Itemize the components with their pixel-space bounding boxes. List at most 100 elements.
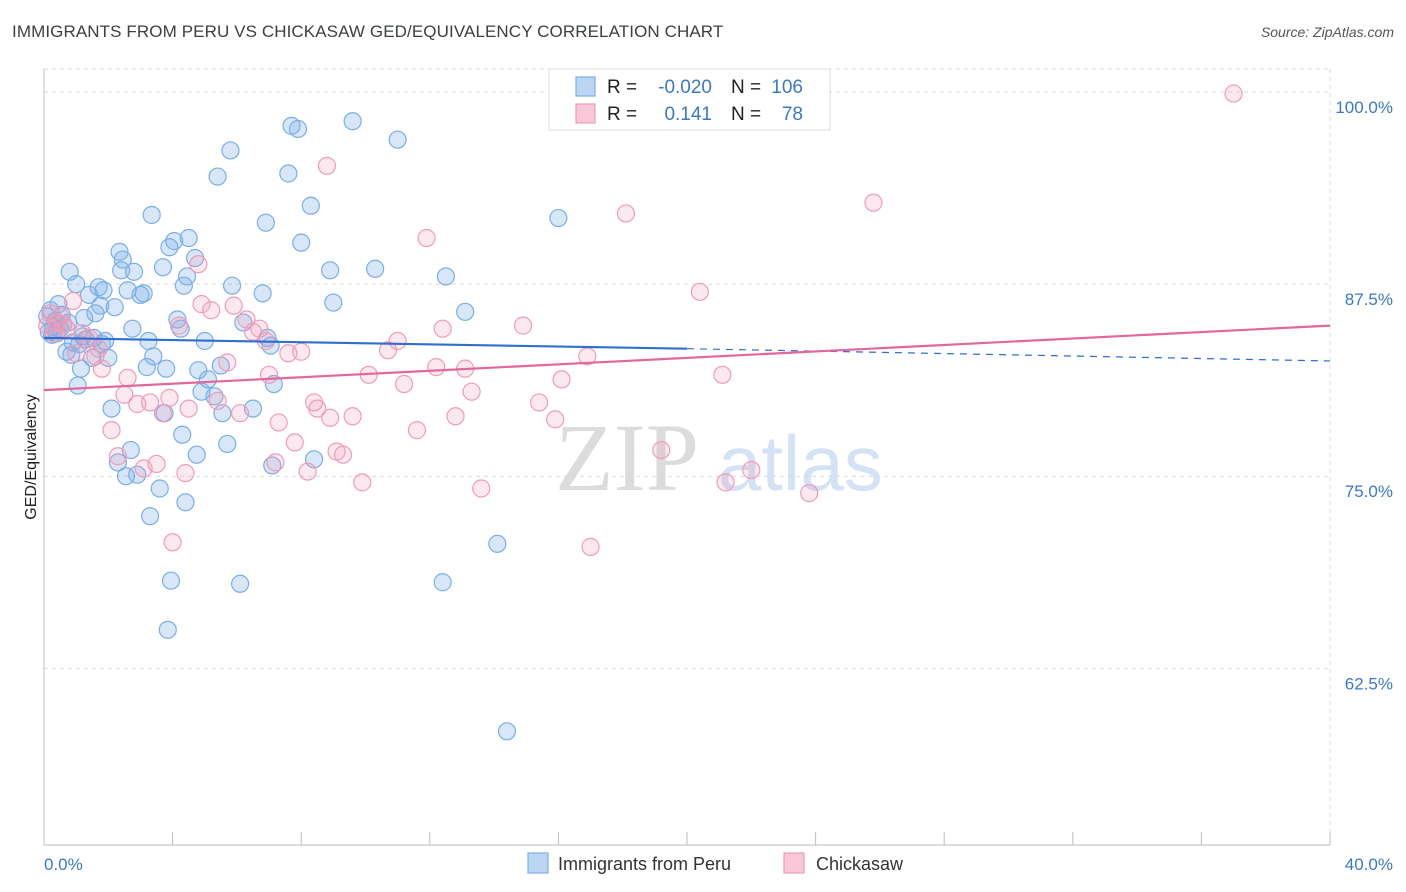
chickasaw-point [176, 464, 195, 483]
trend-lines [43, 324, 1331, 392]
axes [43, 69, 1331, 846]
peru-point [140, 507, 160, 526]
peru-point [231, 574, 250, 593]
stats-legend: R = -0.020 N = 106 R = 0.141 N = 78 [548, 68, 831, 131]
peru-point [91, 296, 110, 315]
peru-point [456, 302, 475, 321]
chickasaw-point [546, 410, 565, 429]
y-tick-label: 87.5% [1345, 290, 1393, 309]
chickasaw-point [298, 462, 317, 481]
bottom-legend-swatch-peru [527, 852, 549, 874]
chickasaw-point [394, 374, 414, 394]
legend-n-label-peru: N = [731, 77, 761, 98]
legend-swatch-chickasaw [575, 103, 596, 124]
peru-point [124, 262, 144, 281]
chickasaw-point [378, 341, 398, 360]
y-tick-label: 62.5% [1345, 674, 1393, 693]
peru-point [256, 213, 275, 232]
peru-point [134, 284, 153, 303]
peru-point [157, 359, 176, 378]
legend-r-label-chickasaw: R = [607, 104, 637, 125]
legend-n-value-peru: 106 [771, 77, 803, 98]
chickasaw-point [108, 447, 128, 466]
legend-r-label-peru: R = [607, 77, 637, 98]
chickasaw-point [552, 370, 571, 389]
peru-point [176, 493, 195, 512]
peru-point [158, 620, 177, 639]
peru-point [123, 319, 142, 338]
chickasaw-point [259, 365, 279, 384]
series-legend: Immigrants from Peru Chickasaw [527, 852, 904, 874]
chickasaw-point [433, 319, 452, 338]
chickasaw-point [231, 404, 250, 423]
y-tick-label: 75.0% [1345, 482, 1393, 501]
legend-swatch-peru [575, 76, 596, 97]
peru-point [234, 313, 253, 332]
peru-point [144, 347, 163, 366]
peru-point [343, 112, 362, 131]
chickasaw-point [581, 537, 600, 556]
peru-point [189, 361, 208, 380]
legend-r-value-chickasaw: 0.141 [664, 104, 712, 125]
chickasaw-point [530, 393, 549, 412]
peru-point [153, 258, 173, 277]
chickasaw-point [102, 421, 121, 440]
chickasaw-point [140, 393, 160, 412]
peru-point [549, 208, 568, 228]
chickasaw-point [189, 255, 208, 274]
chickasaw-point [864, 193, 883, 212]
peru-point [102, 399, 121, 418]
peru-point [388, 130, 407, 149]
peru-point [105, 298, 124, 317]
chickasaw-point [417, 228, 436, 248]
peru-point [75, 308, 94, 328]
chickasaw-point [179, 399, 198, 418]
legend-n-value-chickasaw: 78 [782, 104, 803, 125]
stats-legend-box [548, 68, 831, 131]
chickasaw-point [407, 421, 427, 440]
chickasaw-point [388, 331, 407, 351]
peru-point [221, 141, 240, 160]
peru-point [94, 281, 113, 300]
peru-point [253, 284, 272, 303]
peru-point [68, 376, 87, 395]
chickasaw-point [57, 319, 76, 338]
chickasaw-point [208, 391, 227, 411]
peru-point [433, 573, 452, 592]
chickasaw-point [716, 473, 735, 492]
peru-trend-line [43, 336, 688, 350]
peru-point [113, 250, 132, 269]
peru-point [218, 434, 237, 454]
peru-point [324, 293, 343, 312]
chickasaw-point [92, 359, 111, 378]
peru-point [142, 205, 161, 225]
peru-point [165, 232, 184, 251]
peru-point [301, 196, 320, 215]
x-tick-label-max: 40.0% [1345, 855, 1393, 874]
chickasaw-point [616, 204, 636, 223]
peru-point [171, 319, 190, 338]
chickasaw-point [67, 344, 86, 363]
chickasaw-point [343, 407, 362, 426]
x-tick-label-min: 0.0% [44, 855, 83, 874]
chickasaw-point [321, 408, 340, 427]
chickasaw-point [446, 407, 465, 426]
chickasaw-point [160, 388, 179, 407]
y-axis-label: GED/Equivalency [23, 394, 40, 519]
peru-point [488, 534, 507, 553]
chickasaw-point [89, 339, 108, 358]
peru-point [497, 722, 517, 741]
peru-trend-line-extension [686, 348, 1331, 362]
chickasaw-point [427, 358, 446, 377]
chickasaw-point [742, 460, 761, 480]
chickasaw-point [353, 473, 372, 492]
chickasaw-point [472, 479, 491, 498]
chickasaw-point [713, 365, 732, 384]
chickasaw-point [285, 433, 304, 452]
series-chickasaw-points [38, 84, 1243, 556]
chickasaw-point [202, 301, 221, 320]
peru-point [198, 370, 218, 389]
chickasaw-point [63, 291, 83, 311]
legend-r-value-peru: -0.020 [658, 77, 712, 98]
